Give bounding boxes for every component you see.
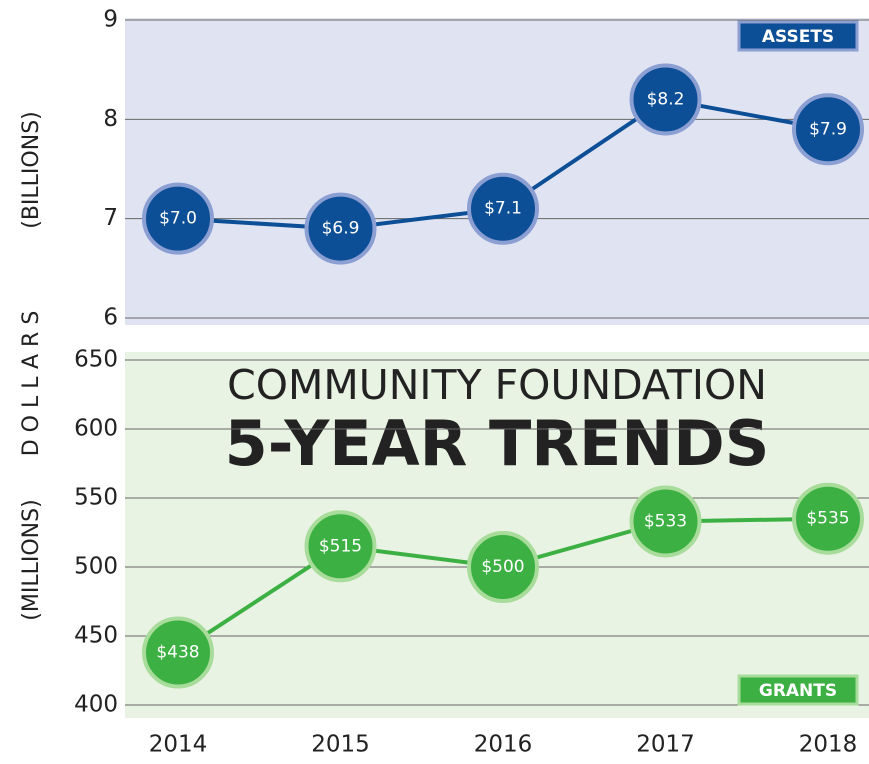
- data-label: $7.0: [159, 209, 197, 229]
- data-point: [467, 172, 539, 245]
- legend-label: ASSETS: [762, 27, 834, 47]
- y-tick-label: 650: [74, 347, 118, 373]
- data-label: $6.9: [322, 219, 360, 239]
- x-tick-label: 2018: [799, 732, 858, 758]
- y-tick-label: 400: [74, 692, 118, 718]
- data-label: $8.2: [647, 89, 685, 109]
- data-label: $500: [481, 557, 524, 577]
- data-point: [792, 482, 864, 555]
- data-point: [629, 485, 702, 558]
- data-label: $7.9: [809, 119, 847, 139]
- y-label: (MILLIONS): [19, 499, 44, 620]
- y-label-common: DOLLARS: [19, 304, 44, 457]
- y-tick-label: 8: [103, 106, 118, 132]
- y-tick-label: 600: [74, 416, 118, 442]
- data-point: [304, 192, 377, 265]
- legend-label: GRANTS: [759, 681, 837, 701]
- data-label: $515: [319, 536, 362, 556]
- data-label: $438: [156, 643, 199, 663]
- x-tick-label: 2016: [474, 732, 533, 758]
- chart-subtitle: 5-YEAR TRENDS: [225, 407, 770, 480]
- y-label: (BILLIONS): [19, 111, 44, 229]
- y-tick-label: 500: [74, 554, 118, 580]
- data-point: [629, 63, 702, 136]
- data-point: [467, 531, 539, 603]
- data-point: [304, 510, 377, 583]
- chart-title: COMMUNITY FOUNDATION: [227, 361, 767, 409]
- data-label: $535: [806, 509, 849, 529]
- x-tick-label: 2017: [636, 732, 695, 758]
- legend-box: [737, 20, 859, 52]
- data-label: $7.1: [484, 199, 522, 219]
- x-tick-label: 2015: [311, 732, 370, 758]
- data-point: [142, 182, 214, 255]
- y-tick-label: 450: [74, 623, 118, 649]
- legend-box: [737, 674, 859, 706]
- y-tick-label: 7: [103, 205, 118, 231]
- x-tick-label: 2014: [149, 732, 208, 758]
- assets-panel: [125, 18, 869, 325]
- y-tick-label: 6: [103, 305, 118, 331]
- data-point: [142, 616, 214, 689]
- y-tick-label: 9: [103, 7, 118, 33]
- data-label: $533: [644, 511, 687, 531]
- y-tick-label: 550: [74, 485, 118, 511]
- data-point: [792, 93, 864, 166]
